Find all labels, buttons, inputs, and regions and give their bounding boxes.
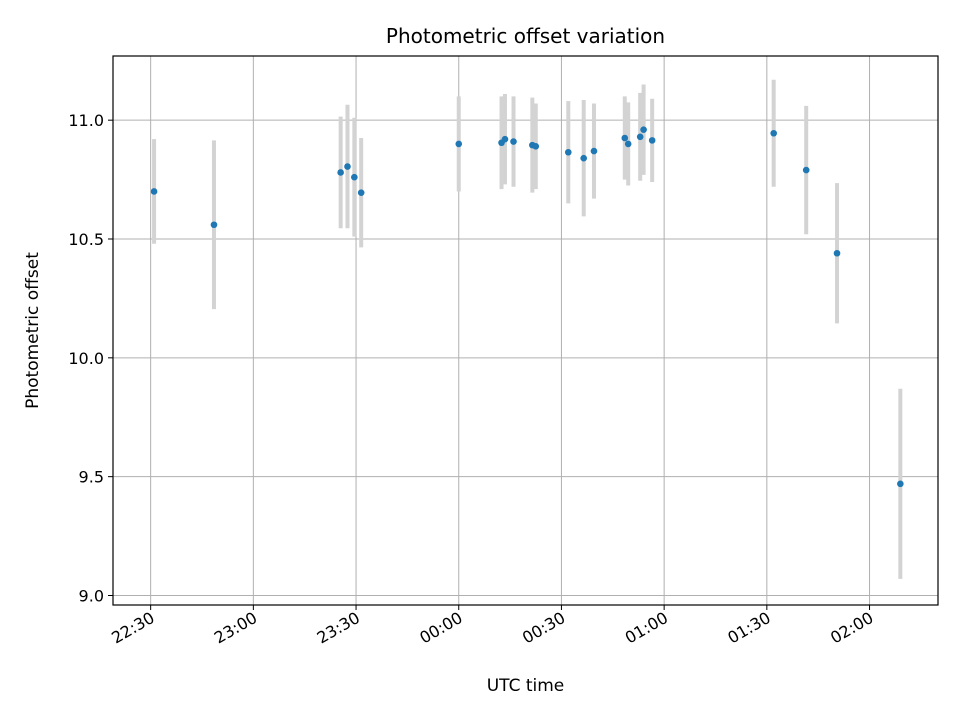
x-tick-label: 01:00	[622, 608, 671, 648]
data-point	[532, 143, 540, 150]
grid	[113, 56, 938, 605]
data-point	[770, 129, 777, 137]
data-point	[510, 138, 517, 145]
data-point	[648, 137, 656, 144]
x-tick-label: 01:30	[724, 608, 773, 648]
data-point	[455, 140, 463, 148]
data-point	[564, 148, 572, 156]
data-points	[150, 126, 904, 488]
data-point	[621, 134, 629, 142]
data-point	[897, 480, 904, 488]
data-point	[580, 154, 587, 162]
data-point	[344, 163, 351, 170]
y-tick-label: 11.0	[68, 111, 104, 130]
data-point	[640, 126, 647, 133]
data-point	[802, 166, 810, 174]
data-point	[357, 189, 365, 196]
data-point	[590, 147, 598, 155]
plot-frame	[112, 55, 939, 606]
x-tick-label: 00:30	[519, 608, 568, 648]
y-tick-label: 9.0	[79, 586, 104, 605]
data-point	[501, 135, 509, 143]
x-tick-label: 02:00	[827, 608, 876, 648]
x-tick-label: 00:00	[416, 608, 465, 648]
data-point	[150, 188, 158, 195]
data-point	[337, 169, 344, 176]
data-point	[833, 249, 841, 257]
data-point	[210, 221, 218, 229]
x-tick-label: 23:00	[211, 608, 260, 648]
x-tick-label: 22:30	[108, 608, 157, 648]
error-bars	[152, 79, 903, 579]
x-axis-label: UTC time	[487, 676, 565, 696]
data-point	[624, 140, 632, 148]
y-tick-label: 9.5	[79, 468, 104, 487]
data-point	[351, 173, 358, 181]
y-tick-label: 10.5	[68, 230, 104, 249]
y-axis-label: Photometric offset	[23, 252, 43, 409]
data-point	[636, 133, 644, 141]
x-tick-label: 23:30	[314, 608, 363, 648]
chart-title: Photometric offset variation	[386, 24, 665, 48]
y-tick-label: 10.0	[68, 349, 104, 368]
ticks: 22:30 23:00 23:30 00:00 00:30 01:00 01:30 02:00…	[68, 111, 876, 647]
